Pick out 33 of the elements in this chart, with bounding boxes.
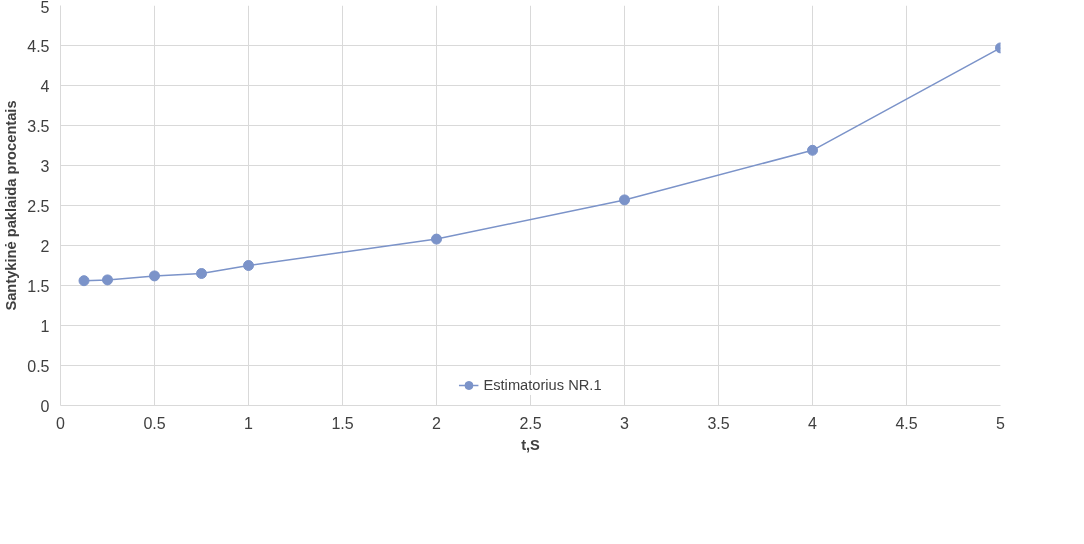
y-tick-label: 5 xyxy=(40,0,50,16)
y-axis-title: Santykinė paklaida procentais xyxy=(3,100,20,311)
point xyxy=(619,194,630,206)
y-tick-label: 3 xyxy=(40,157,50,175)
point xyxy=(807,144,818,156)
y-tick-label: 1 xyxy=(40,317,50,335)
point xyxy=(102,274,113,286)
y-tick-label: 3.5 xyxy=(27,117,50,135)
x-axis-title: t,S xyxy=(521,436,541,453)
y-tick-label: 1.5 xyxy=(27,277,50,295)
point xyxy=(78,275,90,287)
x-tick-label: 3 xyxy=(620,414,630,432)
y-tick-label: 2 xyxy=(40,237,50,255)
x-tick-label: 0 xyxy=(56,414,66,432)
point xyxy=(243,260,254,271)
y-tick-label: 4 xyxy=(40,77,50,95)
x-tick-label: 2 xyxy=(432,414,442,432)
x-tick-label: 3.5 xyxy=(707,414,730,432)
point xyxy=(149,270,160,282)
x-tick-label: 5 xyxy=(996,414,1006,432)
x-tick-label: 1.5 xyxy=(331,414,354,432)
x-tick-label: 0.5 xyxy=(143,414,166,432)
x-tick-label: 4.5 xyxy=(895,414,918,432)
y-tick-label: 4.5 xyxy=(27,37,50,55)
y-tick-label: 0 xyxy=(40,397,50,415)
point xyxy=(196,268,207,279)
x-tick-label: 1 xyxy=(244,414,254,432)
y-tick-label: 2.5 xyxy=(27,197,50,215)
x-tick-label: 4 xyxy=(808,414,818,432)
y-tick-label: 0.5 xyxy=(27,357,50,375)
x-tick-label: 2.5 xyxy=(519,414,542,432)
point xyxy=(431,233,442,245)
legend-label: Estimatorius NR.1 xyxy=(483,377,602,393)
